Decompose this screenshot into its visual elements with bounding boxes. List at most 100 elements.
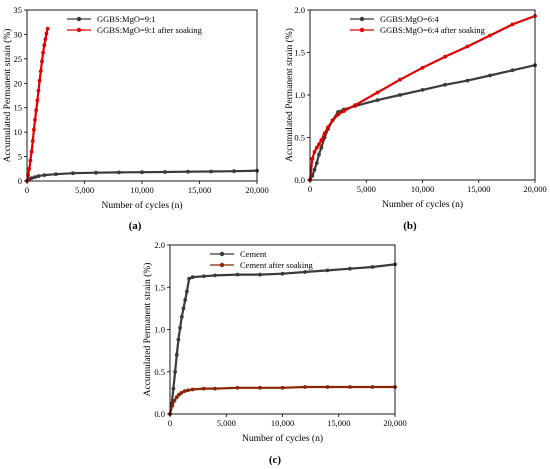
panel-1-label: (a) — [129, 220, 142, 232]
panel-3-series-1-point — [213, 273, 217, 278]
panel-2-series-2-point — [341, 109, 346, 113]
panel-2-series-2-point — [465, 44, 470, 49]
panel-1-series-2-point — [32, 127, 36, 132]
panel-2-legend-swatch-marker — [359, 16, 365, 22]
panel-2-y-tick-label: 1.0 — [294, 90, 305, 100]
panel-3-series-2-point — [182, 389, 187, 394]
panel-2-y-tick-label: 0.5 — [294, 133, 305, 143]
panel-1-y-tick-label: 10 — [14, 127, 23, 137]
panel-2-series-2-point — [443, 54, 447, 59]
panel-1-series-2-point — [41, 50, 45, 55]
panel-3-x-tick-label: 5,000 — [217, 418, 236, 428]
panel-1-series-1-point — [117, 170, 121, 175]
panel-3-series-1-point — [183, 298, 188, 302]
panel-2-y-tick-label: 0.0 — [294, 175, 305, 185]
panel-3-y-tick-label: 1.5 — [154, 282, 165, 292]
panel-2-series-2-point — [317, 142, 321, 147]
panel-3-series-2-point — [370, 385, 375, 389]
panel-2-series-2-point — [330, 118, 335, 123]
panel-1-series-2-point — [43, 37, 48, 42]
panel-1-series-1-point — [140, 170, 144, 175]
panel-2-series-2-point — [353, 103, 357, 108]
panel-1-x-axis-label: Number of cycles (n) — [102, 200, 183, 211]
panel-1-series-2-point — [28, 158, 33, 163]
panel-3-legend-label: Cement after soaking — [240, 260, 313, 270]
panel-3-series-2-point — [170, 403, 175, 408]
panel-1-series-2-point — [37, 78, 42, 83]
panel-2-x-tick-label: 20,000 — [523, 184, 546, 194]
panel-1-series-1-point — [94, 170, 98, 175]
panel-3-series-2-point — [348, 385, 352, 389]
panel-2-series-2-point — [336, 112, 340, 117]
panel-2-series-1-point — [488, 73, 492, 78]
panel-1-series-1-point — [33, 175, 37, 180]
panel-3-series-2-point — [213, 386, 217, 391]
panel-3-legend-swatch-marker — [219, 251, 225, 257]
panel-2-legend-label: GGBS:MgO=6:4 — [380, 14, 439, 24]
panel-3-series-2-point — [235, 385, 240, 390]
panel-2-series-2-point — [375, 90, 380, 95]
panel-2-series-2-point — [398, 77, 402, 82]
panel-2-series-2-point — [510, 22, 515, 27]
panel-2-series-2-point — [326, 125, 330, 130]
panel-1-x-tick-label: 0 — [25, 185, 29, 195]
panel-3-series-2-point — [280, 385, 285, 390]
panel-3-series-1-point — [303, 270, 307, 274]
panel-1-series-2-point — [42, 43, 47, 48]
panel-2-series-1-point — [443, 82, 447, 87]
panel-3-series-2-point — [201, 386, 206, 391]
panel-1-series-2-point — [40, 59, 44, 64]
panel-2-series-1-point — [312, 167, 317, 172]
panel-3-series-2-point — [325, 385, 330, 389]
panel-3-series-1-point — [174, 353, 179, 357]
panel-2-series-1-point — [510, 68, 515, 73]
panel-3-x-axis-label: Number of cycles (n) — [242, 433, 323, 444]
panel-3-y-tick-label: 2.0 — [154, 240, 165, 250]
panel-2-x-axis-label: Number of cycles (n) — [382, 199, 463, 210]
panel-1-series-2-point — [34, 108, 39, 113]
panel-3-series-2-point — [258, 385, 262, 390]
panel-1-y-tick-label: 35 — [14, 5, 23, 15]
panel-1-y-tick-label: 15 — [14, 103, 23, 113]
panel-2-x-tick-label: 5,000 — [357, 184, 376, 194]
panel-2-series-2-point — [420, 65, 425, 70]
panel-3-legend-swatch-marker — [219, 262, 225, 268]
panel-3-series-1-point — [235, 272, 240, 277]
panel-1-series-1-point — [29, 176, 34, 181]
panel-1-x-tick-label: 10,000 — [130, 185, 153, 195]
panel-1-legend-label: GGBS:MgO=9:1 — [97, 14, 156, 24]
panel-1-series-1-point — [186, 169, 190, 174]
panel-2-x-tick-label: 15,000 — [467, 184, 490, 194]
panel-2-series-2-point — [488, 33, 492, 38]
panel-3-series-1-point — [185, 289, 189, 294]
panel-3-series-1-point — [370, 265, 375, 269]
panel-2-series-1-point — [375, 98, 380, 102]
panel-2-series-1-point — [314, 161, 319, 165]
panel-3-legend-label: Cement — [240, 249, 267, 259]
panel-2-series-1-point — [420, 88, 425, 92]
panel-3-series-2-line — [168, 385, 395, 415]
panel-1-series-2-point — [35, 98, 40, 103]
panel-2-plot-frame — [309, 9, 536, 181]
panel-1-y-axis-label: Accumulated Permanent strain (%) — [2, 29, 13, 163]
panel-1-series-2-point — [44, 31, 49, 36]
panel-3-y-axis-label: Accumulated Permanent strain (%) — [142, 263, 153, 397]
panel-2-series-1-point — [465, 78, 470, 83]
panel-3-series-2-point — [186, 388, 190, 393]
panel-2-y-tick-label: 1.5 — [294, 48, 305, 58]
panel-3-series-2-point — [179, 391, 184, 395]
panel-1-series-1-point — [36, 174, 41, 179]
panel-2-series-1-line — [309, 64, 536, 181]
panel-3-series-1-point — [179, 314, 184, 319]
panel-1-y-tick-label: 25 — [14, 54, 23, 64]
panel-1-series-2-point — [33, 118, 37, 122]
panel-1-series-1-point — [163, 170, 167, 174]
panel-3-series-1-point — [181, 306, 186, 311]
panel-2-series-1-point — [319, 145, 324, 150]
panel-3-x-tick-label: 10,000 — [271, 418, 294, 428]
panel-2-series-2-point — [314, 145, 319, 150]
panel-3-series-1-point — [171, 386, 176, 391]
panel-3-x-tick-label: 15,000 — [327, 418, 350, 428]
panel-1-series-2-point — [27, 166, 32, 171]
